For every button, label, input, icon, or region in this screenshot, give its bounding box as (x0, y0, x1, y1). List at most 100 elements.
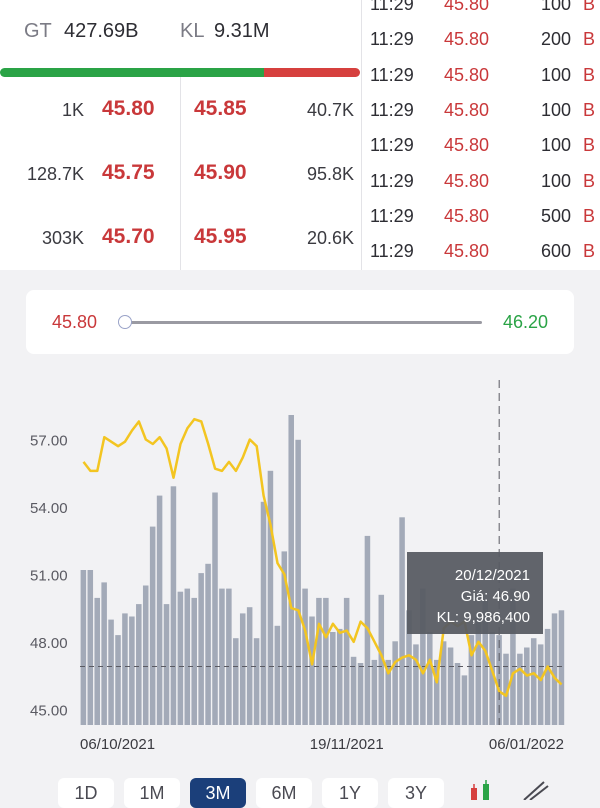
range-knob[interactable] (118, 315, 132, 329)
range-track[interactable] (124, 321, 482, 324)
trade-side: B (582, 205, 595, 226)
x-tick-label: 06/01/2022 (489, 736, 564, 753)
trade-volume: 200 (540, 29, 571, 50)
bid-volume: 128.7K (26, 164, 84, 184)
y-tick-label: 57.00 (30, 432, 68, 449)
trade-row: 11:29 45.80 600 B (362, 241, 600, 270)
trade-side: B (582, 170, 595, 191)
volume-bar (406, 610, 412, 725)
volume-bar (440, 641, 447, 725)
volume-bar (323, 597, 329, 725)
volume-bar (468, 635, 475, 725)
volume-bar (281, 551, 288, 725)
buy-ratio-bar (0, 68, 264, 77)
volume-bar (378, 594, 385, 725)
volume-bar (489, 632, 495, 725)
bid-price: 45.70 (102, 225, 155, 248)
draw-tool-icon[interactable] (520, 780, 550, 800)
price-volume-chart[interactable]: 57.00 54.00 51.00 48.00 45.00 20/12/2021 Giá: … (0, 370, 600, 760)
tab-1d[interactable]: 1D (58, 778, 114, 808)
volume-bar (330, 632, 336, 725)
volume-bar (101, 582, 107, 725)
ask-price: 45.90 (194, 161, 247, 184)
trade-price: 45.80 (444, 0, 490, 14)
trade-price: 45.80 (444, 170, 490, 191)
volume-bar (205, 563, 211, 725)
price-line (82, 417, 563, 698)
trade-row: 11:29 45.80 200 B (362, 29, 600, 59)
volume-bar (156, 495, 163, 725)
kl-label: KL (180, 20, 205, 42)
volume-bar (94, 597, 100, 725)
volume-bar (136, 604, 142, 725)
trade-time: 11:29 (370, 170, 414, 191)
trade-price: 45.80 (444, 99, 490, 120)
trade-price: 45.80 (444, 29, 490, 50)
tab-3y[interactable]: 3Y (388, 778, 444, 808)
trade-row: 11:29 45.80 100 B (362, 100, 600, 130)
ask-volume: 20.6K (306, 228, 354, 248)
tab-1m[interactable]: 1M (124, 778, 180, 808)
trade-time: 11:29 (370, 205, 414, 226)
gt-label: GT (24, 20, 52, 42)
bid-volume: 1K (61, 100, 84, 120)
trade-volume: 100 (540, 135, 571, 156)
volume-bar (530, 638, 537, 725)
trade-log[interactable]: 11:29 45.80 100 B 11:29 45.80 200 B 11:29 45.80 10… (361, 0, 600, 270)
volume-bar (336, 628, 343, 725)
trade-time: 11:29 (370, 29, 414, 50)
trade-volume: 100 (540, 170, 571, 191)
volume-bar (108, 619, 114, 725)
volume-bar (295, 439, 301, 725)
trade-side: B (582, 99, 595, 120)
volume-bar (253, 638, 260, 725)
trade-volume: 600 (540, 241, 571, 262)
order-book-row[interactable]: 303K 45.70 45.95 20.6K (0, 225, 360, 255)
volume-bar (385, 659, 391, 725)
volume-bar (288, 415, 294, 725)
volume-bar (524, 647, 530, 725)
volume-bar (239, 613, 246, 725)
range-high: 46.20 (502, 312, 548, 332)
volume-bar (371, 659, 378, 725)
x-tick-label: 06/10/2021 (80, 736, 155, 753)
volume-bar (212, 492, 218, 725)
volume-bar (350, 656, 357, 725)
kl-value: 9.31M (214, 20, 270, 42)
ask-price: 45.85 (194, 97, 247, 120)
trade-volume: 100 (540, 99, 571, 120)
trade-volume: 100 (540, 64, 571, 85)
candlestick-icon[interactable] (466, 780, 496, 800)
bid-price: 45.75 (102, 161, 155, 184)
trade-price: 45.80 (444, 205, 490, 226)
volume-bar (226, 588, 232, 725)
order-book-pane: GT 427.69B KL 9.31M 1K 45.80 45.85 40.7K 128… (0, 0, 360, 270)
trade-time: 11:29 (370, 241, 414, 262)
volume-bar (80, 570, 87, 725)
tooltip-date: 20/12/2021 (455, 567, 530, 584)
trade-volume: 500 (540, 205, 571, 226)
chart-tooltip: 20/12/2021 Giá: 46.90 KL: 9,986,400 (407, 552, 543, 634)
volume-bar (413, 644, 419, 725)
tab-1y[interactable]: 1Y (322, 778, 378, 808)
volume-bar (433, 659, 440, 725)
volume-bar (461, 675, 468, 725)
day-range-slider[interactable]: 45.80 46.20 (26, 290, 574, 354)
y-tick-label: 54.00 (30, 500, 68, 517)
volume-bar (198, 573, 204, 725)
order-book-divider (180, 77, 181, 270)
order-book-row[interactable]: 1K 45.80 45.85 40.7K (0, 97, 360, 127)
volume-bar (558, 610, 565, 725)
trade-price: 45.80 (444, 241, 490, 262)
volume-bar (233, 638, 239, 725)
tab-3m[interactable]: 3M (190, 778, 246, 808)
volume-bar (482, 601, 488, 725)
volume-bar (302, 588, 308, 725)
volume-bar (357, 663, 364, 725)
volume-bar (309, 616, 315, 725)
order-book-row[interactable]: 128.7K 45.75 45.90 95.8K (0, 161, 360, 191)
ask-volume: 40.7K (306, 100, 354, 120)
sell-ratio-bar (264, 68, 360, 77)
trade-side: B (582, 241, 595, 262)
tab-6m[interactable]: 6M (256, 778, 312, 808)
